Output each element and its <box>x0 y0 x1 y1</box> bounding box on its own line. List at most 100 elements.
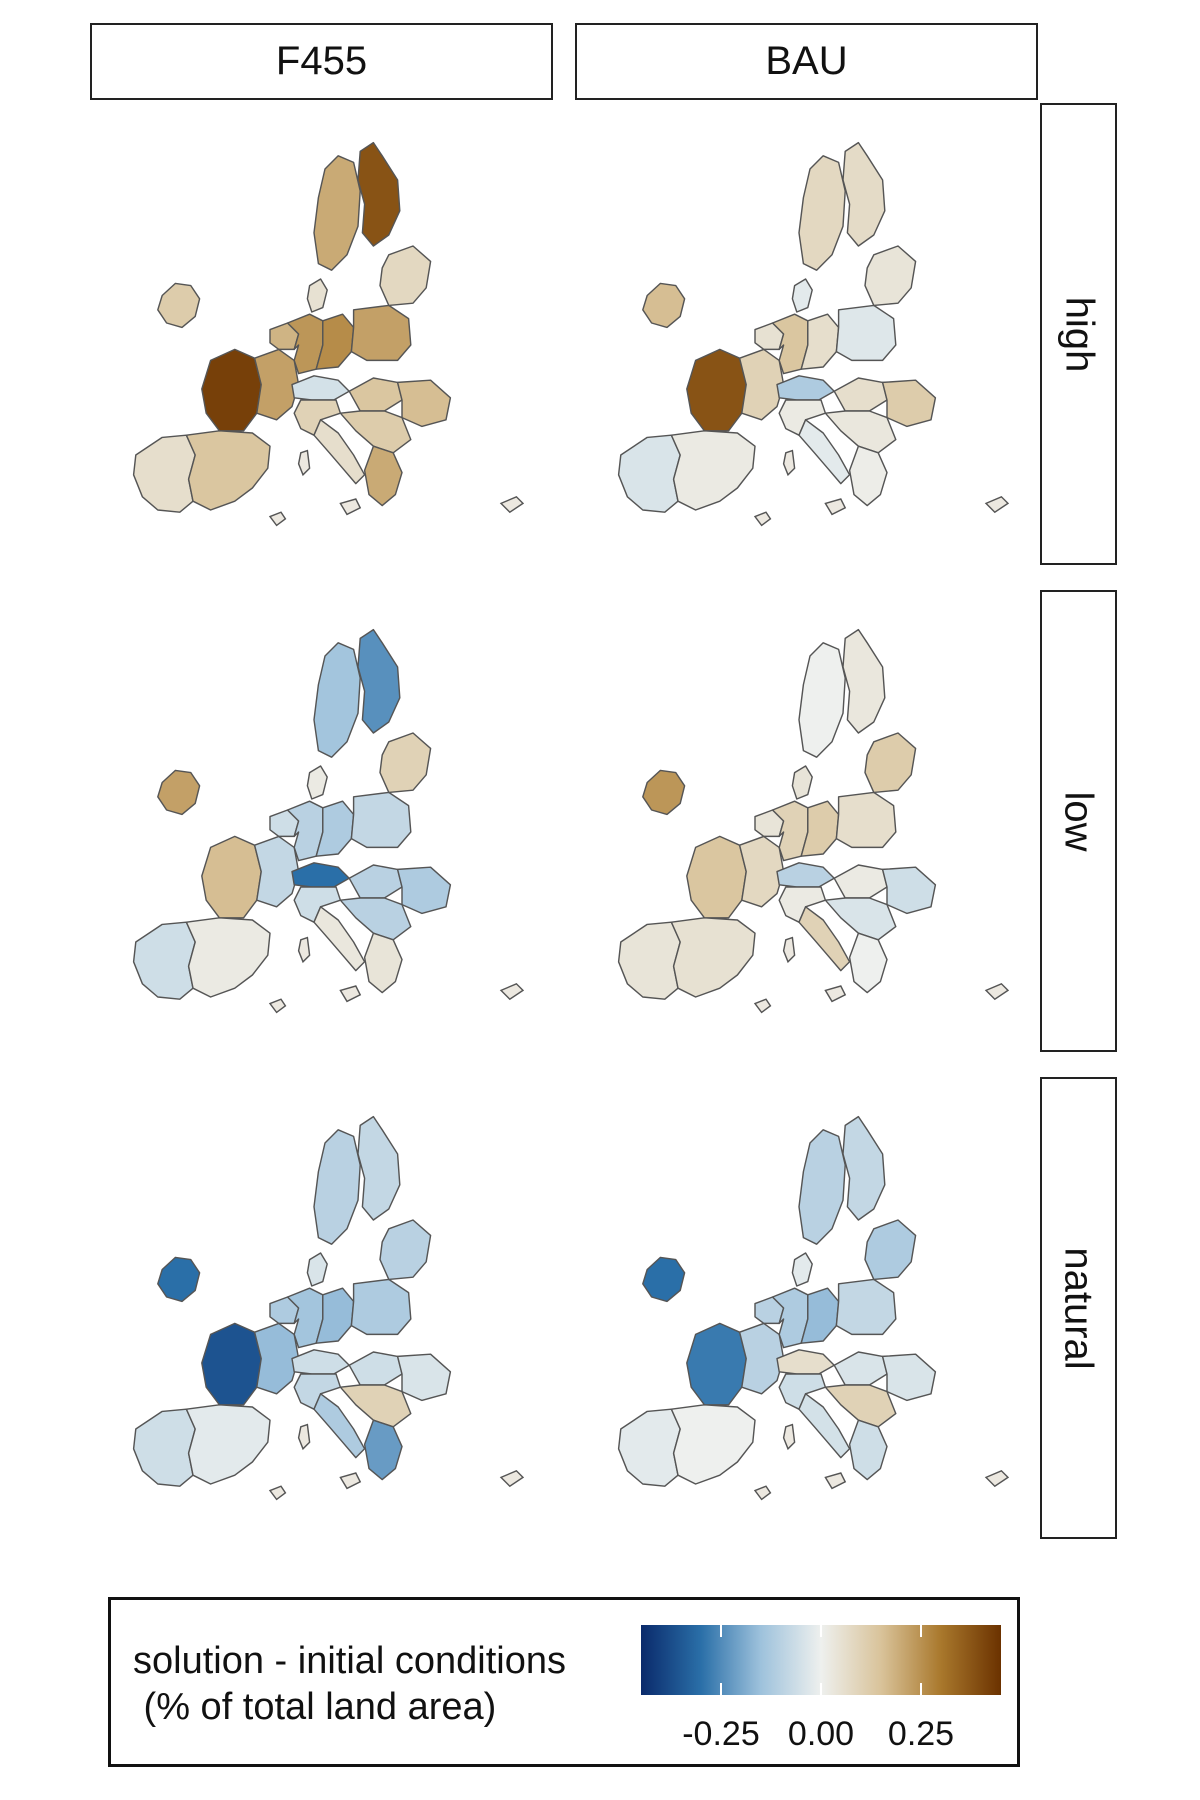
europe-map <box>617 1115 1010 1501</box>
legend-tick-label: -0.25 <box>682 1715 760 1753</box>
island-3 <box>499 982 525 1001</box>
island-3 <box>984 1469 1010 1488</box>
map-panel-f455-natural <box>85 1089 585 1554</box>
region-ireland <box>642 769 686 816</box>
island-0 <box>753 511 772 527</box>
region-denmark <box>306 278 328 313</box>
legend-colorbar <box>641 1625 1001 1695</box>
region-greece <box>848 445 888 507</box>
region-hungary <box>348 377 403 412</box>
island-1 <box>297 936 311 964</box>
region-france-e <box>738 348 785 421</box>
island-3 <box>984 982 1010 1001</box>
region-germany-e <box>315 313 355 370</box>
region-germany-e <box>315 800 355 857</box>
region-hungary <box>833 1351 888 1386</box>
region-iberia-w <box>132 434 196 513</box>
facet-strip-bau: BAU <box>575 23 1038 100</box>
island-3 <box>984 495 1010 514</box>
region-finland <box>842 628 886 734</box>
region-france-e <box>738 835 785 908</box>
europe-map <box>132 628 525 1014</box>
region-finland <box>357 1115 401 1221</box>
region-italy-s <box>313 1393 366 1459</box>
map-panel-f455-high <box>85 115 585 580</box>
region-germany-e <box>800 313 840 370</box>
region-germany-e <box>800 1287 840 1344</box>
region-poland <box>835 791 897 849</box>
region-balkans <box>824 897 897 941</box>
region-romania <box>396 1353 452 1402</box>
region-finland <box>842 1115 886 1221</box>
region-poland <box>835 1278 897 1336</box>
region-italy-s <box>798 419 851 485</box>
island-2 <box>824 498 847 516</box>
region-alps <box>291 862 350 888</box>
region-iberia-w <box>617 1408 681 1487</box>
region-finland <box>357 628 401 734</box>
island-0 <box>753 1485 772 1501</box>
region-alps <box>291 1349 350 1375</box>
island-1 <box>782 936 796 964</box>
island-0 <box>268 998 287 1014</box>
region-iberia-w <box>132 1408 196 1487</box>
region-baltic <box>864 245 917 307</box>
region-italy-s <box>798 906 851 972</box>
map-panel-f455-low <box>85 602 585 1067</box>
region-france-w <box>686 348 747 432</box>
region-iberia-e <box>670 917 756 998</box>
region-romania <box>396 866 452 915</box>
region-finland <box>842 141 886 247</box>
region-poland <box>350 791 412 849</box>
legend: solution - initial conditions (% of tota… <box>108 1597 1020 1767</box>
europe-map <box>617 141 1010 527</box>
region-italy-s <box>798 1393 851 1459</box>
map-panel-bau-natural <box>570 1089 1070 1554</box>
region-denmark <box>791 765 813 800</box>
island-1 <box>297 449 311 477</box>
region-italy-s <box>313 906 366 972</box>
region-alps <box>776 1349 835 1375</box>
region-baltic <box>864 1219 917 1281</box>
island-0 <box>268 511 287 527</box>
island-2 <box>824 1472 847 1490</box>
facet-strip-natural: natural <box>1040 1077 1117 1539</box>
region-ireland <box>642 282 686 329</box>
region-greece <box>848 932 888 994</box>
legend-tick-label: 0.25 <box>887 1715 955 1753</box>
europe-map <box>132 1115 525 1501</box>
region-ireland <box>157 282 201 329</box>
region-romania <box>881 1353 937 1402</box>
island-1 <box>297 1423 311 1451</box>
europe-map <box>617 628 1010 1014</box>
region-romania <box>881 866 937 915</box>
region-france-w <box>686 835 747 919</box>
region-germany-w <box>286 800 324 862</box>
region-hungary <box>833 864 888 899</box>
region-denmark <box>306 765 328 800</box>
region-finland <box>357 141 401 247</box>
region-alps <box>776 862 835 888</box>
region-balkans <box>339 1384 412 1428</box>
region-iberia-e <box>670 430 756 511</box>
region-alps <box>776 375 835 401</box>
island-2 <box>339 1472 362 1490</box>
region-balkans <box>339 410 412 454</box>
region-poland <box>350 304 412 362</box>
region-balkans <box>824 410 897 454</box>
region-alps <box>291 375 350 401</box>
region-baltic <box>379 1219 432 1281</box>
region-sweden <box>798 642 846 758</box>
island-3 <box>499 495 525 514</box>
region-france-e <box>253 348 300 421</box>
region-germany-w <box>771 1287 809 1349</box>
region-sweden <box>313 155 361 271</box>
map-panel-bau-high <box>570 115 1070 580</box>
region-france-e <box>253 1322 300 1395</box>
region-germany-w <box>771 800 809 862</box>
island-0 <box>753 998 772 1014</box>
region-iberia-w <box>132 921 196 1000</box>
region-iberia-w <box>617 921 681 1000</box>
region-iberia-w <box>617 434 681 513</box>
facet-label-f455: F455 <box>275 39 368 83</box>
